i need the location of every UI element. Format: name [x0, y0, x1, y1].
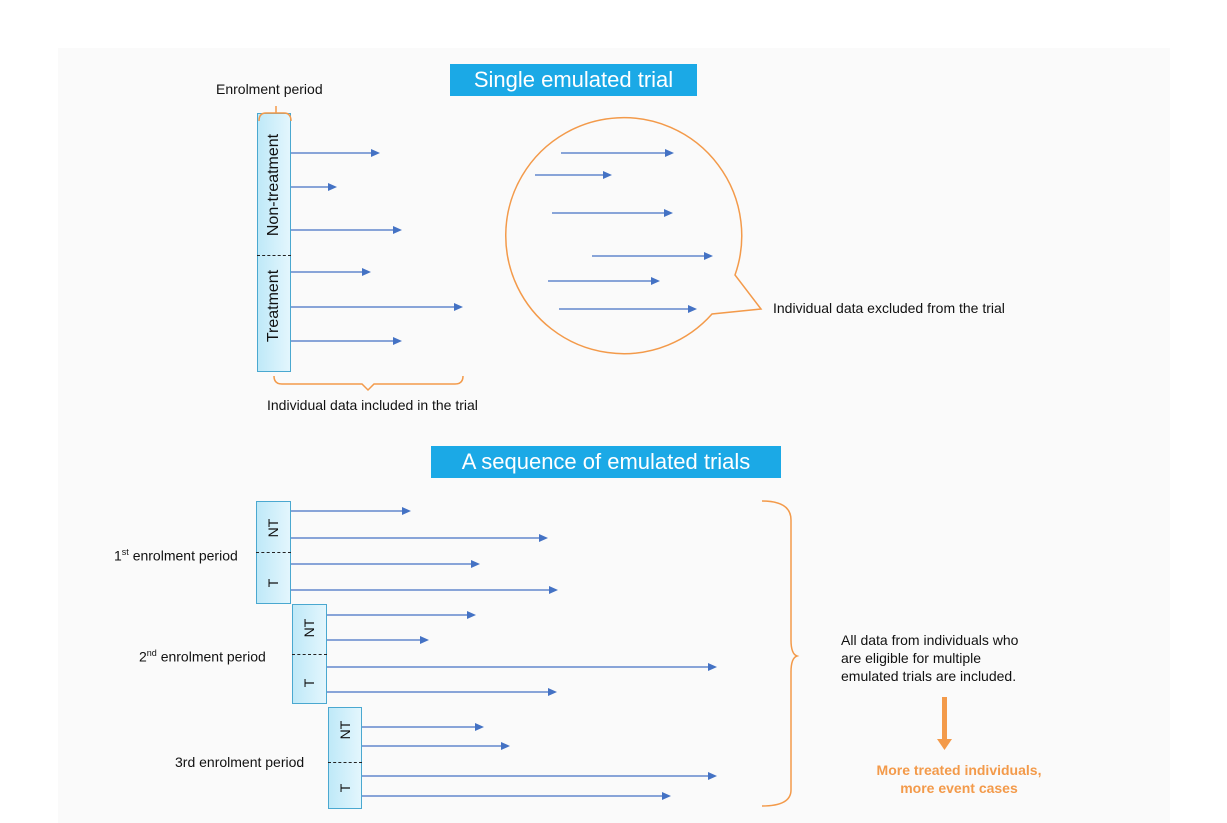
multiple-trials-note: All data from individuals who are eligib… — [841, 631, 1018, 685]
trial-arrow-3-head — [393, 226, 402, 234]
period-3-label: 3rd enrolment period — [175, 754, 305, 770]
note-line: All data from individuals who — [841, 632, 1019, 648]
excluded-arrow-3-head — [664, 209, 673, 217]
trial-arrow-4-head — [362, 268, 371, 276]
excluded-bubble — [505, 116, 763, 355]
period-1-label: 1st enrolment period — [114, 547, 238, 564]
period-1-arrow-3-head — [471, 560, 480, 568]
note-line: emulated trials are included. — [841, 668, 1017, 684]
period-2-arrow-4-head — [548, 688, 557, 696]
trial-arrow-1-head — [371, 149, 380, 157]
enrolment-period-label: Enrolment period — [216, 81, 323, 97]
diagram-panel — [58, 48, 1170, 823]
result-note: More treated individuals, more event cas… — [853, 761, 1065, 797]
included-label: Individual data included in the trial — [267, 397, 478, 413]
period-2-divider — [292, 654, 327, 655]
period-2-arrow-3-head — [708, 663, 717, 671]
period-2-arrow-1-head — [467, 611, 476, 619]
note-line: are eligible for multiple — [841, 650, 982, 666]
excluded-arrow-4-head — [704, 252, 713, 260]
period-1-arrow-1-head — [402, 507, 411, 515]
trial-arrow-6-head — [393, 337, 402, 345]
period-1-arrow-2-head — [539, 534, 548, 542]
period-3-arrow-4-head — [662, 792, 671, 800]
enrolment-bracket — [258, 106, 292, 122]
all-periods-brace — [761, 500, 800, 807]
trial-arrow-5-head — [454, 303, 463, 311]
result-line: More treated individuals, — [876, 762, 1042, 778]
single-trial-divider — [257, 255, 291, 256]
period-3-arrow-1-head — [475, 723, 484, 731]
excluded-arrow-1-head — [665, 149, 674, 157]
included-bracket — [273, 375, 464, 392]
result-line: more event cases — [900, 780, 1018, 796]
down-arrow-shaft — [942, 697, 947, 739]
period-1-divider — [256, 552, 291, 553]
period-2-arrow-2-head — [420, 636, 429, 644]
period-1-arrow-4-head — [549, 586, 558, 594]
excluded-arrow-2-head — [603, 171, 612, 179]
trial-arrow-2-head — [328, 183, 337, 191]
sequence-trials-banner: A sequence of emulated trials — [431, 446, 781, 478]
excluded-label: Individual data excluded from the trial — [773, 300, 1005, 316]
period-3-arrow-3-head — [708, 772, 717, 780]
period-3-divider — [328, 762, 362, 763]
down-arrow-head — [937, 739, 952, 750]
excluded-arrow-6-head — [688, 305, 697, 313]
excluded-arrow-5-head — [651, 277, 660, 285]
period-2-label: 2nd enrolment period — [139, 648, 266, 665]
period-3-arrow-2-head — [501, 742, 510, 750]
period-3-box — [328, 707, 362, 809]
single-trial-banner: Single emulated trial — [450, 64, 697, 96]
